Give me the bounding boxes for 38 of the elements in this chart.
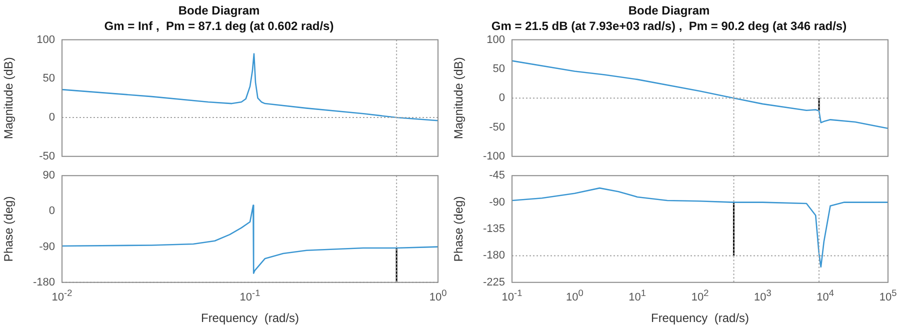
x-axis-title: Frequency (rad/s) (200, 311, 300, 326)
chart-title: Bode Diagram (628, 4, 710, 18)
x-tick-label: 10$^{1}$ (628, 287, 646, 306)
x-tick-label: 10$^{-1}$ (240, 287, 260, 306)
x-tick-label: 10$^{-2}$ (52, 287, 72, 306)
x-tick-label: 10$^{3}$ (754, 287, 772, 306)
x-tick-label: 10$^{-1}$ (502, 287, 522, 306)
y-tick-label: -50 (489, 121, 505, 134)
y-tick-label: 0 (48, 205, 55, 218)
y-tick-label: -45 (489, 170, 505, 182)
y-axis-title: Phase (deg) (2, 196, 16, 262)
x-tick-label: 10$^{4}$ (816, 287, 834, 306)
y-tick-label: -135 (482, 223, 505, 236)
x-axis-title: Frequency (rad/s) (650, 311, 750, 326)
y-tick-label: 100 (486, 34, 505, 46)
x-tick-label: 10$^{5}$ (879, 287, 897, 306)
chart-subtitle: Gm = 21.5 dB (at 7.93e+03 rad/s) , Pm = 90.2 deg (at 346 rad/s) (491, 18, 847, 33)
y-tick-label: 50 (492, 62, 505, 75)
y-tick-label: 100 (36, 34, 55, 46)
y-tick-label: -225 (482, 276, 505, 288)
y-axis-title: Magnitude (dB) (452, 57, 466, 140)
y-tick-label: 50 (42, 72, 55, 85)
y-tick-label: -90 (489, 196, 505, 208)
x-tick-label: 10$^{2}$ (691, 287, 709, 306)
x-tick-label: 10$^{0}$ (429, 287, 447, 306)
y-axis-title: Magnitude (dB) (2, 57, 16, 140)
y-tick-label: 0 (498, 92, 505, 104)
x-tick-label: 10$^{0}$ (566, 287, 584, 306)
y-tick-label: -180 (32, 276, 55, 288)
y-tick-label: 0 (48, 112, 55, 124)
y-tick-label: -50 (39, 150, 55, 162)
y-tick-label: 90 (42, 170, 55, 182)
y-tick-label: -100 (482, 150, 505, 162)
chart-title: Bode Diagram (178, 4, 260, 18)
y-tick-label: -90 (39, 240, 55, 253)
chart-subtitle: Gm = Inf , Pm = 87.1 deg (at 0.602 rad/s) (104, 18, 334, 33)
y-axis-title: Phase (deg) (452, 196, 466, 262)
y-tick-label: -180 (482, 250, 505, 262)
